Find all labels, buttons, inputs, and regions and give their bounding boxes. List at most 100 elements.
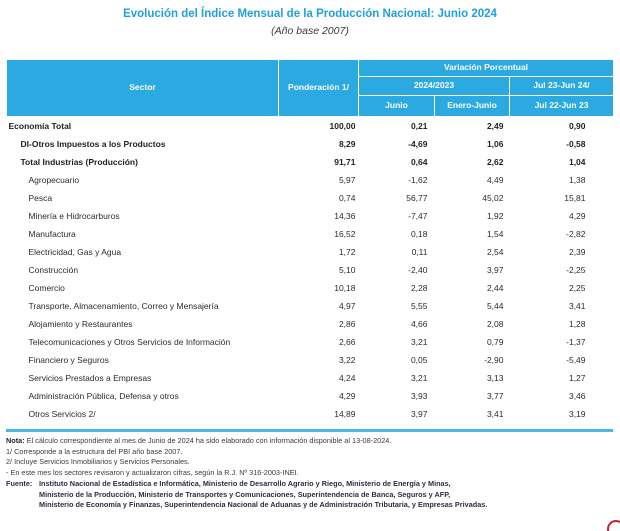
fuente-line: Ministerio de la Producción, Ministerio … (39, 489, 451, 499)
junio-cell: -2,40 (408, 265, 428, 275)
jul-cell: 2,25 (568, 283, 586, 293)
table-header: Sector Ponderación 1/ Variación Porcentu… (6, 59, 615, 117)
junio-cell: 0,05 (410, 355, 428, 365)
ponderacion-cell: 4,24 (338, 373, 356, 383)
jul-cell: 3,19 (568, 409, 586, 419)
sector-cell: Electricidad, Gas y Agua (28, 247, 122, 257)
sector-cell: DI-Otros Impuestos a los Productos (20, 139, 166, 149)
ponderacion-cell: 3,22 (338, 355, 356, 365)
fuente-label: Fuente: (6, 479, 33, 488)
table-row: Minería e Hidrocarburos 14,36 -7,47 1,92 4,2… (7, 207, 614, 225)
sector-cell: Comercio (28, 283, 65, 293)
table-row: Economía Total 100,00 0,21 2,49 0,90 (7, 117, 614, 136)
ponderacion-cell: 100,00 (329, 121, 356, 131)
sector-cell: Manufactura (28, 229, 76, 239)
enero-junio-cell: 3,97 (486, 265, 504, 275)
ponderacion-cell: 16,52 (334, 229, 356, 239)
sector-cell: Minería e Hidrocarburos (28, 211, 120, 221)
jul-cell: 0,90 (568, 121, 586, 131)
sector-cell: Administración Pública, Defensa y otros (28, 391, 179, 401)
source-block: Fuente: Instituto Nacional de Estadístic… (6, 479, 614, 511)
table-row: Alojamiento y Restaurantes 2,86 4,66 2,08 1,… (7, 315, 614, 333)
table-row: Agropecuario 5,97 -1,62 4,49 1,38 (7, 171, 614, 189)
enero-junio-cell: 3,77 (486, 391, 504, 401)
col-header-sector: Sector (6, 59, 279, 117)
col-header-variacion-porcentual: Variación Porcentual (357, 59, 615, 77)
jul-cell: 2,39 (568, 247, 586, 257)
table-row: Administración Pública, Defensa y otros 4… (7, 387, 614, 405)
enero-junio-cell: 2,62 (486, 157, 504, 167)
junio-cell: 0,18 (410, 229, 428, 239)
sector-cell: Financiero y Seguros (28, 355, 109, 365)
ponderacion-cell: 1,72 (338, 247, 356, 257)
enero-junio-cell: 45,02 (482, 193, 504, 203)
col-header-junio: Junio (358, 95, 435, 117)
page-title: Evolución del Índice Mensual de la Produ… (123, 8, 497, 20)
ponderacion-cell: 14,36 (334, 211, 356, 221)
jul-cell: -1,37 (566, 337, 586, 347)
note-line: Nota: El cálculo correspondiente al mes … (6, 436, 614, 447)
jul-cell: -2,25 (566, 265, 586, 275)
sector-cell: Economía Total (8, 121, 72, 131)
ponderacion-cell: 0,74 (338, 193, 356, 203)
fuente-lines: Instituto Nacional de Estadística e Info… (39, 479, 614, 511)
red-watermark-fragment (607, 520, 620, 531)
junio-cell: -7,47 (408, 211, 428, 221)
fuente-line: Instituto Nacional de Estadística e Info… (39, 479, 451, 488)
jul-cell: 1,28 (568, 319, 586, 329)
sector-cell: Telecomunicaciones y Otros Servicios de … (28, 337, 231, 347)
ponderacion-cell: 4,29 (338, 391, 356, 401)
sector-cell: Pesca (28, 193, 53, 203)
note-line: 2/ Incluye Servicios Inmobiliarios y Ser… (6, 457, 190, 467)
nota-text: El cálculo correspondiente al mes de Jun… (26, 436, 392, 445)
junio-cell: 4,66 (410, 319, 428, 329)
table-row: Total Industrias (Producción) 91,71 0,64 2,… (7, 153, 614, 171)
nota-label: Nota: (6, 436, 25, 445)
table-row: Manufactura 16,52 0,18 1,54 -2,82 (7, 225, 614, 243)
jul-cell: 1,04 (568, 157, 586, 167)
enero-junio-cell: 2,44 (486, 283, 504, 293)
col-header-jul23-jun24: Jul 23-Jun 24/ (508, 76, 615, 96)
ponderacion-cell: 91,71 (334, 157, 356, 167)
jul-cell: 3,41 (568, 301, 586, 311)
ponderacion-cell: 5,10 (338, 265, 356, 275)
sector-cell: Agropecuario (28, 175, 80, 185)
junio-cell: 56,77 (406, 193, 428, 203)
enero-junio-cell: 2,49 (486, 121, 504, 131)
table-row: Comercio 10,18 2,28 2,44 2,25 (7, 279, 614, 297)
jul-cell: 15,81 (564, 193, 586, 203)
junio-cell: 0,64 (410, 157, 428, 167)
enero-junio-cell: 2,08 (486, 319, 504, 329)
jul-cell: 1,27 (568, 373, 586, 383)
jul-cell: 4,29 (568, 211, 586, 221)
col-header-jul22-jun23: Jul 22-Jun 23 (508, 95, 615, 117)
ponderacion-cell: 8,29 (338, 139, 356, 149)
col-header-enero-junio: Enero-Junio (434, 95, 510, 117)
ponderacion-cell: 10,18 (334, 283, 356, 293)
jul-cell: -2,82 (566, 229, 586, 239)
enero-junio-cell: 4,49 (486, 175, 504, 185)
table-bottom-rule (6, 429, 613, 432)
jul-cell: -5,49 (566, 355, 586, 365)
statistics-table-wrapper: Sector Ponderación 1/ Variación Porcentu… (6, 59, 615, 424)
junio-cell: 3,21 (410, 337, 428, 347)
sector-cell: Otros Servicios 2/ (28, 409, 96, 419)
col-header-ponderacion: Ponderación 1/ (278, 59, 359, 117)
jul-cell: -0,58 (566, 139, 586, 149)
junio-cell: 3,97 (410, 409, 428, 419)
table-row: DI-Otros Impuestos a los Productos 8,29 -4… (7, 135, 614, 153)
jul-cell: 1,38 (568, 175, 586, 185)
enero-junio-cell: 1,54 (486, 229, 504, 239)
statistics-table: Sector Ponderación 1/ Variación Porcentu… (6, 59, 615, 424)
table-row: Financiero y Seguros 3,22 0,05 -2,90 -5,49 (7, 351, 614, 369)
junio-cell: -1,62 (408, 175, 428, 185)
table-number-caption: CUADRO N° 01 (0, 0, 620, 2)
table-row: Otros Servicios 2/14,89 3,97 3,41 3,19 (7, 405, 614, 423)
ponderacion-cell: 2,86 (338, 319, 356, 329)
table-row: Pesca 0,74 56,77 45,02 15,81 (7, 189, 614, 207)
junio-cell: -4,69 (408, 139, 428, 149)
enero-junio-cell: 1,92 (486, 211, 504, 221)
note-line: 1/ Corresponde a la estructura del PBI a… (6, 446, 183, 456)
table-body: Economía Total 100,00 0,21 2,49 0,90 DI-Otros… (7, 117, 614, 424)
